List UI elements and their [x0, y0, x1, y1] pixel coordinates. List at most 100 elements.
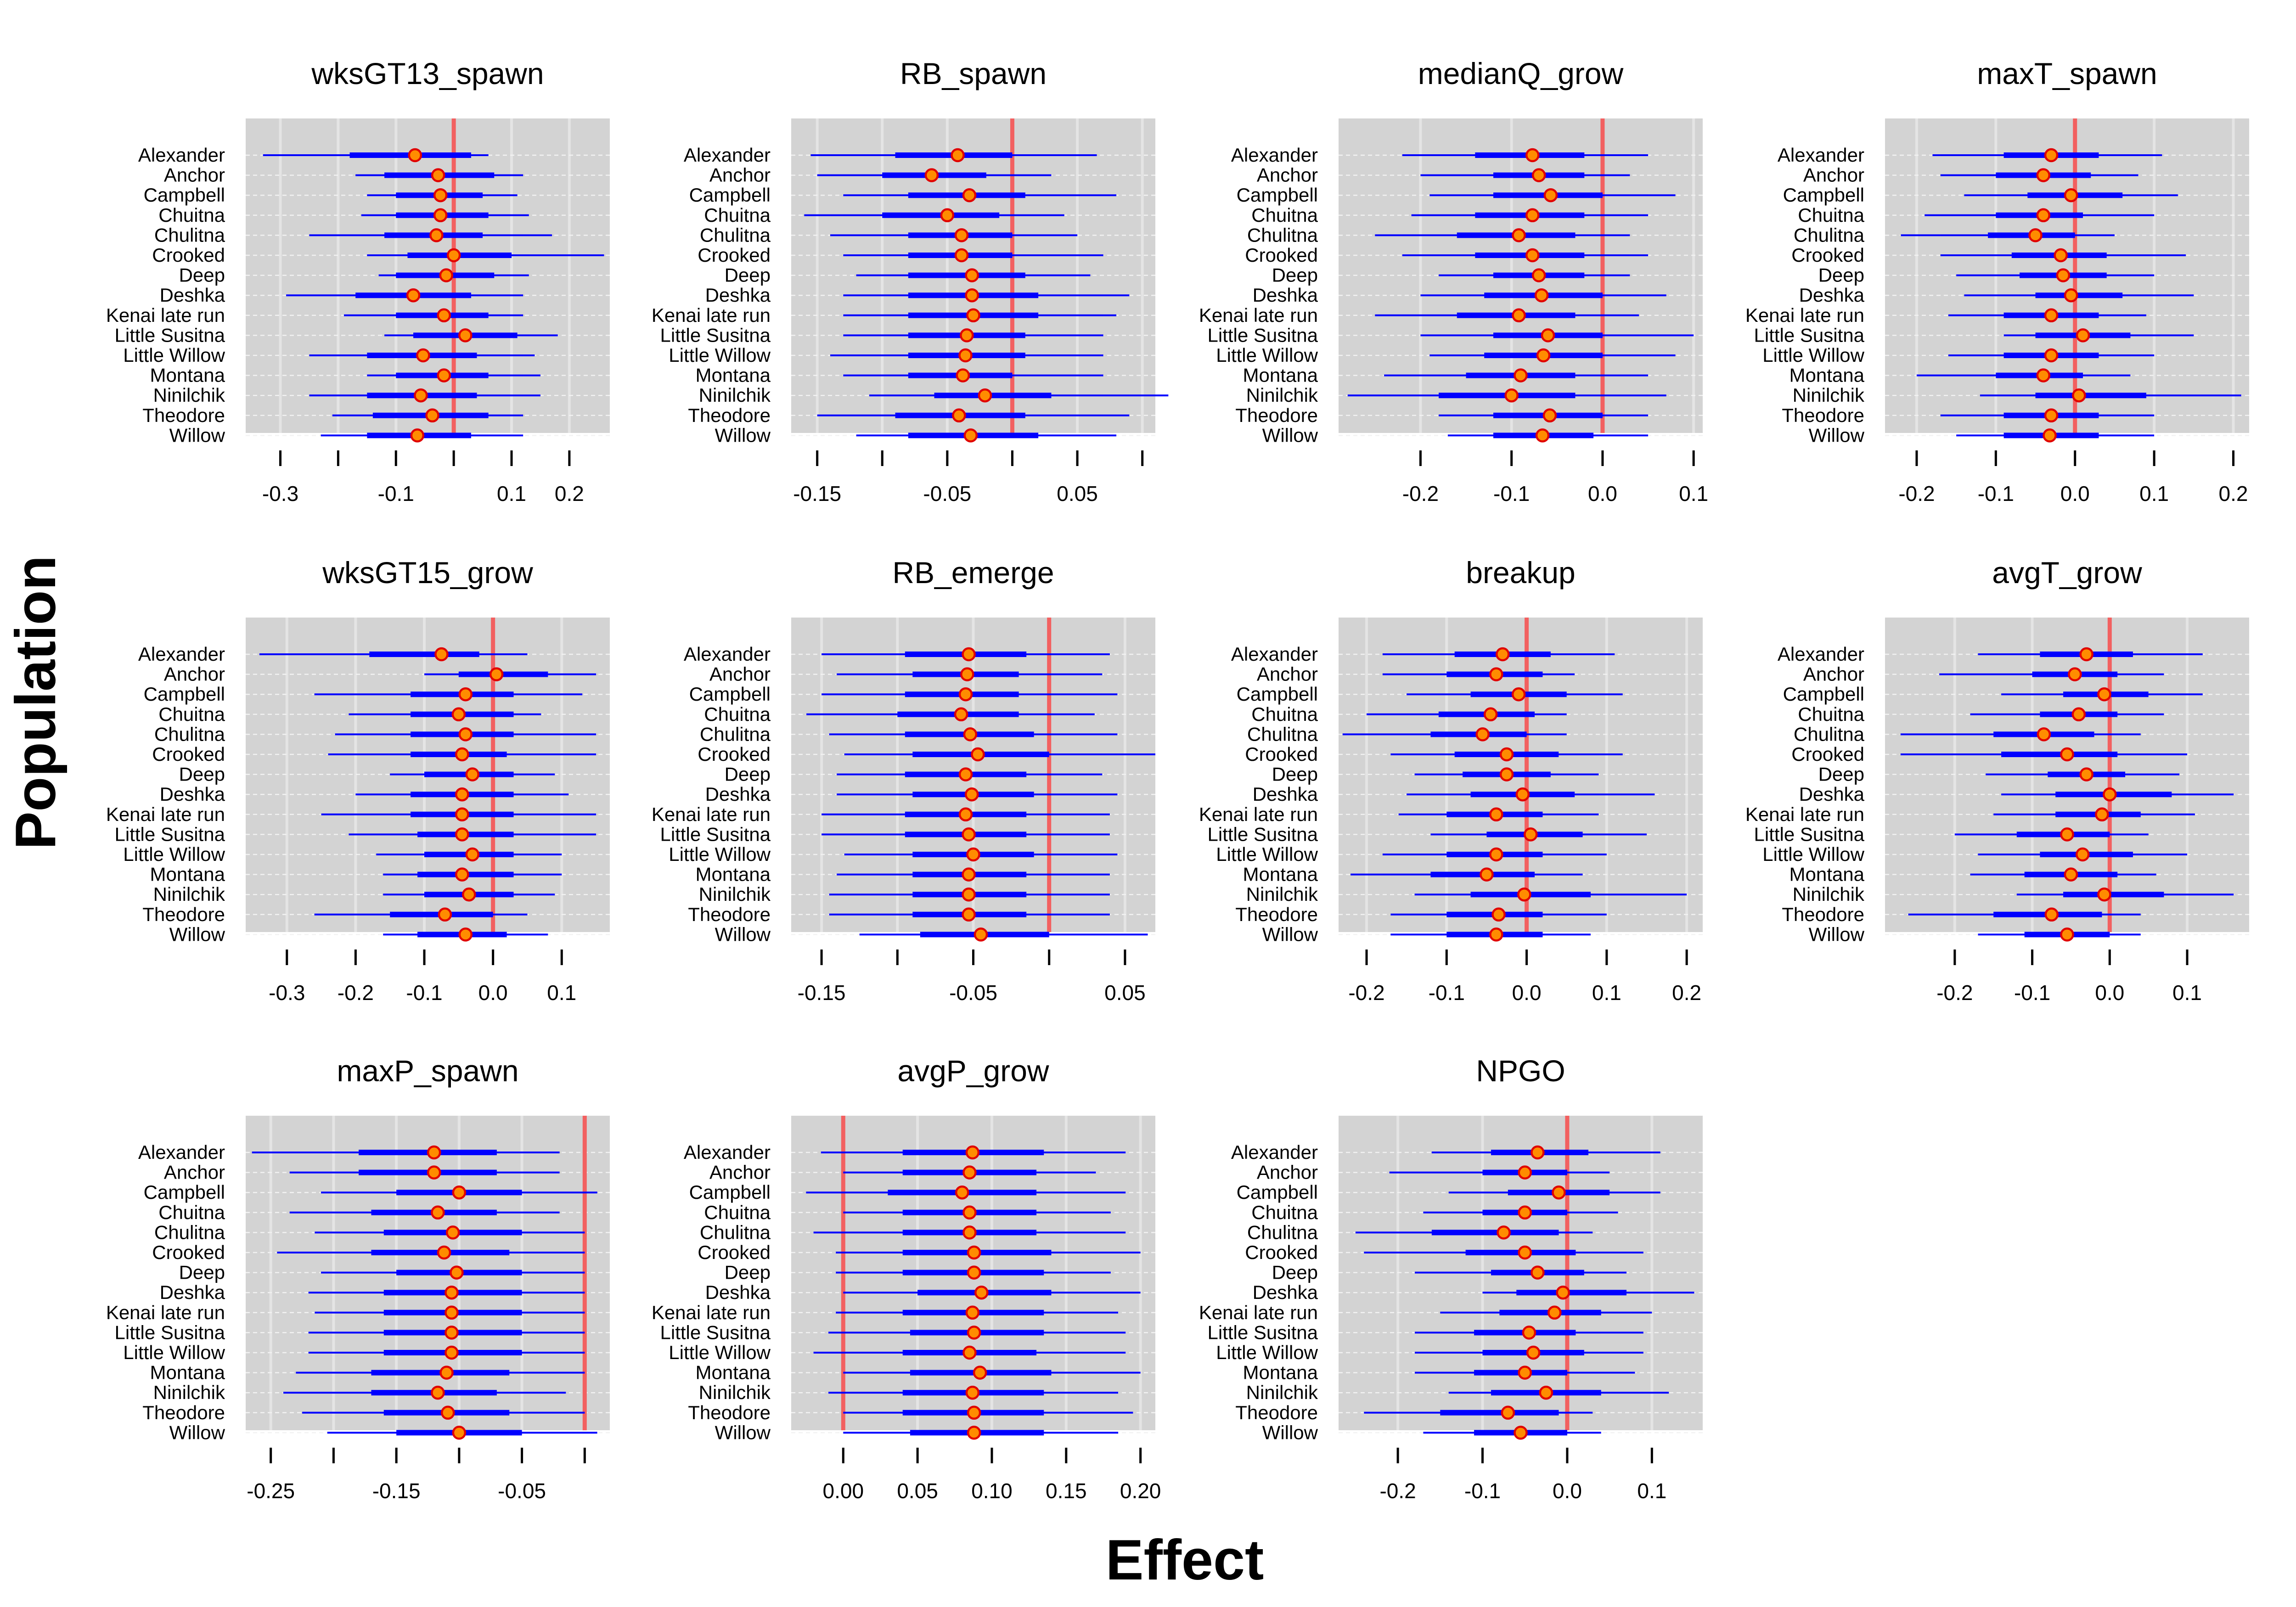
panel-title: wksGT13_spawn — [311, 56, 544, 90]
panel-wksgt15-grow: wksGT15_grow AlexanderAnchorCampbellChuit… — [106, 556, 610, 1005]
population-label: Deshka — [160, 783, 225, 805]
panel-title: maxP_spawn — [337, 1054, 518, 1088]
population-label: Kenai late run — [106, 804, 225, 825]
y-axis-title: Population — [4, 556, 68, 850]
mean-point — [955, 1185, 969, 1200]
population-label: Deep — [1272, 764, 1318, 785]
population-label: Chuitna — [704, 1202, 771, 1223]
mean-point — [425, 408, 439, 423]
panel-medianq-grow: medianQ_grow AlexanderAnchorCampbellChuit… — [1199, 56, 1708, 506]
population-label: Anchor — [1803, 663, 1864, 685]
population-label: Crooked — [152, 743, 225, 765]
mean-point — [2064, 188, 2078, 202]
mean-point — [458, 687, 473, 702]
panel-title: RB_emerge — [892, 556, 1054, 590]
mean-point — [2064, 288, 2078, 303]
population-label: Anchor — [1803, 164, 1864, 186]
panel-rb-emerge: RB_emergeAlexanderAnchorCampbellChuitnaC… — [652, 556, 1155, 1005]
population-label: Campbell — [1237, 1181, 1318, 1203]
population-label: Deep — [179, 764, 225, 785]
population-label: Ninilchik — [1246, 1382, 1318, 1403]
mean-point — [408, 148, 422, 163]
x-tick-label: -0.2 — [1936, 981, 1973, 1005]
population-label: Little Susitna — [1208, 1321, 1318, 1343]
mean-point — [1531, 1265, 1545, 1280]
population-label: Campbell — [689, 1181, 771, 1203]
mean-point — [963, 727, 978, 742]
mean-point — [2043, 428, 2057, 443]
x-tick-label: -0.05 — [498, 1479, 546, 1503]
population-label: Deep — [1818, 264, 1864, 286]
mean-point — [445, 1305, 459, 1320]
population-label: Willow — [1262, 424, 1318, 446]
population-label: Deep — [1272, 1262, 1318, 1283]
population-label: Montana — [1243, 864, 1318, 885]
mean-point — [1522, 1326, 1536, 1340]
population-label: Chulitna — [1247, 1221, 1318, 1243]
mean-point — [1512, 228, 1526, 242]
mean-point — [2044, 348, 2059, 363]
mean-point — [1518, 1245, 1532, 1260]
population-label: Anchor — [1257, 663, 1318, 685]
panel-maxt-spawn: maxT_spawn AlexanderAnchorCampbellChuitna… — [1745, 56, 2249, 506]
population-label: Deshka — [1253, 783, 1318, 805]
population-label: Alexander — [1778, 144, 1864, 166]
mean-point — [455, 787, 469, 802]
mean-point — [465, 847, 480, 862]
population-label: Crooked — [152, 244, 225, 266]
population-label: Deshka — [1799, 284, 1865, 306]
population-label: Campbell — [689, 184, 771, 206]
population-label: Theodore — [1235, 904, 1318, 925]
x-tick-label: -0.1 — [406, 981, 442, 1005]
mean-point — [2079, 647, 2093, 662]
population-label: Alexander — [1231, 1141, 1318, 1163]
mean-point — [1499, 747, 1514, 762]
panel-maxp-spawn: maxP_spawn AlexanderAnchorCampbellChuitna… — [106, 1054, 610, 1503]
mean-point — [1514, 1426, 1528, 1440]
mean-point — [441, 1405, 455, 1420]
mean-point — [438, 907, 452, 922]
population-label: Montana — [1243, 1362, 1318, 1383]
population-label: Montana — [696, 1362, 771, 1383]
mean-point — [2060, 827, 2074, 842]
population-label: Chuitna — [1251, 1202, 1318, 1223]
population-label: Ninilchik — [153, 1382, 225, 1403]
x-tick-label: 0.0 — [1588, 482, 1617, 506]
population-label: Willow — [169, 424, 225, 446]
x-tick-label: 0.1 — [1592, 981, 1621, 1005]
mean-point — [1518, 1165, 1532, 1180]
mean-point — [1504, 388, 1519, 403]
population-label: Crooked — [698, 743, 771, 765]
population-label: Theodore — [142, 405, 225, 426]
x-tick-label: 0.15 — [1046, 1479, 1087, 1503]
panel-avgp-grow: avgP_growAlexanderAnchorCampbellChuitnaC… — [652, 1054, 1161, 1503]
mean-point — [1515, 787, 1530, 802]
population-label: Campbell — [1783, 184, 1864, 206]
mean-point — [1491, 907, 1506, 922]
population-label: Deshka — [705, 284, 771, 306]
mean-point — [1542, 408, 1557, 423]
panel-title: maxT_spawn — [1977, 56, 2157, 90]
mean-point — [962, 907, 976, 922]
population-label: Chuitna — [158, 204, 225, 226]
mean-point — [1501, 1405, 1515, 1420]
population-label: Kenai late run — [652, 804, 771, 825]
population-label: Campbell — [144, 1181, 225, 1203]
population-label: Willow — [1262, 923, 1318, 945]
mean-point — [2103, 787, 2117, 802]
population-label: Crooked — [698, 244, 771, 266]
mean-point — [2075, 847, 2090, 862]
mean-point — [967, 1265, 981, 1280]
x-tick-label: -0.2 — [1898, 482, 1935, 506]
mean-point — [965, 1385, 980, 1400]
population-label: Crooked — [1791, 743, 1864, 765]
mean-point — [1525, 248, 1540, 263]
population-label: Anchor — [164, 164, 225, 186]
mean-point — [445, 1326, 459, 1340]
population-label: Willow — [1809, 923, 1865, 945]
population-label: Anchor — [1257, 1162, 1318, 1183]
x-tick-label: 0.0 — [478, 981, 508, 1005]
population-label: Campbell — [144, 683, 225, 705]
population-label: Anchor — [709, 164, 771, 186]
